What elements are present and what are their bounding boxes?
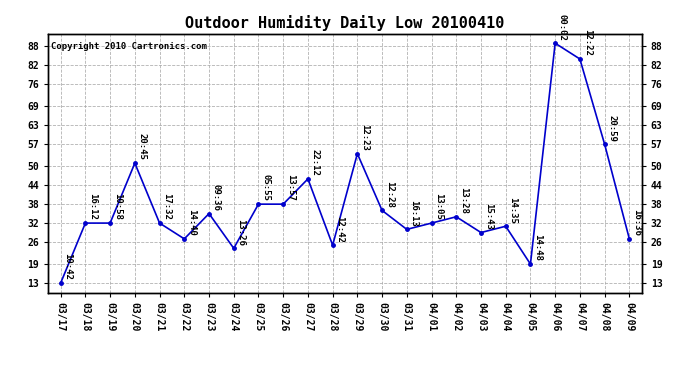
- Text: 17:32: 17:32: [162, 194, 171, 220]
- Text: Copyright 2010 Cartronics.com: Copyright 2010 Cartronics.com: [51, 42, 207, 51]
- Text: 16:12: 16:12: [88, 194, 97, 220]
- Title: Outdoor Humidity Daily Low 20100410: Outdoor Humidity Daily Low 20100410: [186, 15, 504, 31]
- Text: 13:28: 13:28: [459, 187, 468, 214]
- Text: 20:45: 20:45: [137, 134, 146, 160]
- Text: 09:36: 09:36: [212, 184, 221, 211]
- Text: 14:48: 14:48: [533, 234, 542, 261]
- Text: 12:23: 12:23: [360, 124, 369, 151]
- Text: 12:22: 12:22: [582, 29, 591, 56]
- Text: 00:02: 00:02: [558, 13, 567, 40]
- Text: 13:26: 13:26: [237, 219, 246, 246]
- Text: 16:13: 16:13: [410, 200, 419, 226]
- Text: 22:12: 22:12: [310, 149, 319, 176]
- Text: 12:42: 12:42: [335, 216, 344, 242]
- Text: 14:35: 14:35: [509, 196, 518, 223]
- Text: 13:57: 13:57: [286, 174, 295, 201]
- Text: 10:42: 10:42: [63, 254, 72, 280]
- Text: 20:59: 20:59: [607, 114, 616, 141]
- Text: 15:43: 15:43: [484, 203, 493, 230]
- Text: 12:28: 12:28: [385, 181, 394, 208]
- Text: 10:58: 10:58: [113, 194, 122, 220]
- Text: 05:55: 05:55: [262, 174, 270, 201]
- Text: 13:05: 13:05: [434, 194, 443, 220]
- Text: 14:40: 14:40: [187, 209, 196, 236]
- Text: 16:36: 16:36: [632, 209, 641, 236]
